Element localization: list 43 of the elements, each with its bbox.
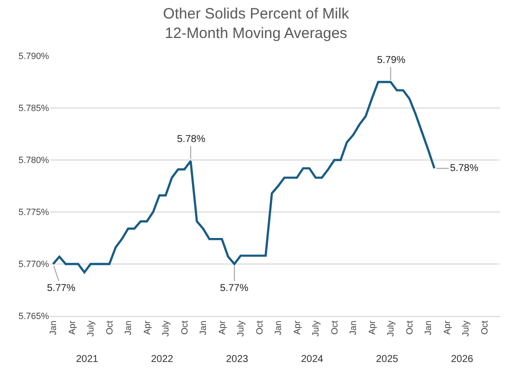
x-tick-label: Jan [273, 320, 284, 336]
chart-title: Other Solids Percent of Milk 12-Month Moving Averages [163, 6, 350, 42]
x-tick-label: Jan [423, 320, 434, 336]
x-tick-label: Apr [292, 320, 302, 335]
x-tick-label: Oct [179, 320, 190, 335]
text: 2021 [76, 354, 99, 365]
x-tick-label: Apr [366, 320, 377, 335]
text: 2022 [151, 354, 174, 365]
y-tick-label: 5.790% [18, 51, 49, 62]
data-label: 5.78% [177, 134, 206, 145]
text: 2023 [226, 354, 249, 365]
line-series [52, 80, 436, 274]
x-tick-label: July [236, 320, 246, 337]
y-tick-label: 5.785% [18, 103, 49, 114]
x-tick-label: Oct [254, 320, 264, 335]
x-tick-label: Oct [404, 320, 414, 335]
y-tick-label: 5.780% [18, 155, 49, 166]
x-tick-label: Jan [123, 320, 134, 336]
x-tick-label: July [460, 320, 471, 337]
x-tick-label: Jan [198, 320, 208, 336]
text: 2025 [376, 354, 399, 365]
y-tick-label: 5.775% [18, 207, 49, 218]
x-tick-label: Oct [329, 320, 340, 335]
x-tick-label: Apr [142, 320, 152, 335]
x-tick-label: Apr [442, 320, 452, 335]
x-tick-label: July [386, 320, 396, 337]
text: 2024 [301, 354, 324, 365]
x-tick-label: Oct [104, 320, 114, 335]
x-tick-label: July [160, 320, 171, 337]
x-tick-label: Oct [479, 320, 490, 335]
x-tick-label: Jan [348, 320, 358, 336]
y-tick-label: 5.770% [18, 259, 49, 270]
data-label: 5.78% [450, 163, 478, 174]
x-tick-label: July [310, 320, 321, 337]
text: 2026 [451, 354, 474, 365]
x-tick-label: July [86, 320, 96, 337]
x-tick-label: Jan [48, 320, 58, 336]
x-tick-label: Apr [66, 320, 77, 335]
data-label: 5.77% [220, 283, 248, 294]
y-tick-label: 5.765% [18, 311, 49, 322]
data-label: 5.77% [47, 283, 76, 294]
data-label: 5.79% [377, 55, 406, 66]
x-tick-label: Apr [216, 320, 227, 335]
